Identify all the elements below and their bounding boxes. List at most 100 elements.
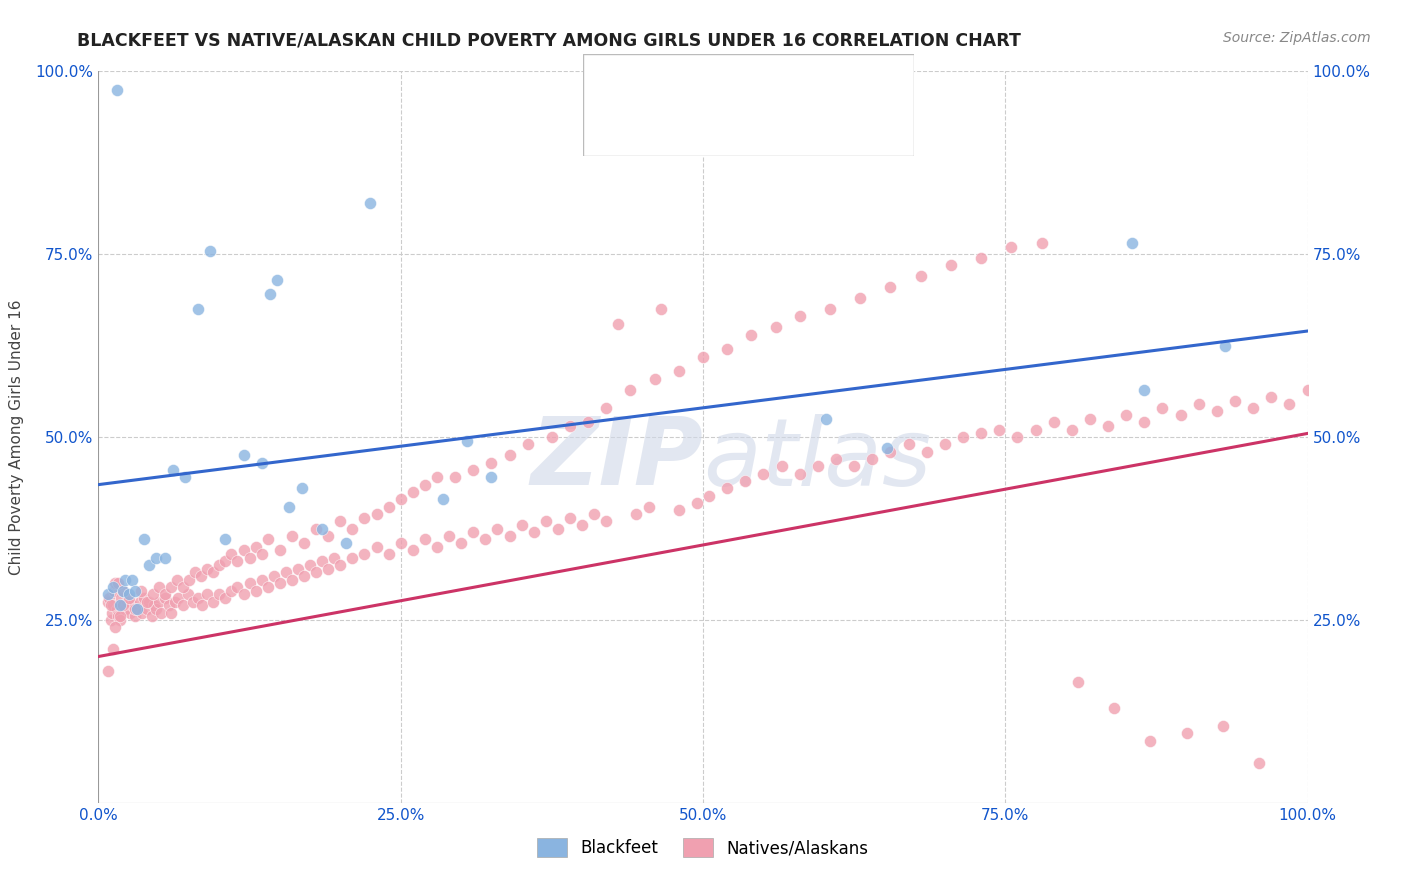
Point [366,507,388,521]
Point [174,470,197,484]
Point [1115,408,1137,422]
Point [1060,423,1083,437]
Point [1078,412,1101,426]
Point [108,609,131,624]
Point [316,529,339,543]
Point [360,196,382,211]
Point [844,459,866,474]
Point [111,583,134,598]
Point [110,591,132,605]
Point [250,547,273,561]
Point [1249,756,1271,770]
Point [692,350,714,364]
Point [353,547,375,561]
Point [281,529,304,543]
Point [939,258,962,272]
Point [101,642,124,657]
Point [101,580,124,594]
Point [583,507,606,521]
Point [619,383,641,397]
Point [668,364,690,378]
Point [269,543,291,558]
Point [558,419,581,434]
Point [934,437,956,451]
Point [1215,338,1237,352]
Point [145,602,167,616]
Point [335,536,357,550]
Text: BLACKFEET VS NATIVE/ALASKAN CHILD POVERTY AMONG GIRLS UNDER 16 CORRELATION CHART: BLACKFEET VS NATIVE/ALASKAN CHILD POVERT… [77,31,1021,49]
Point [1241,401,1264,415]
Point [897,437,920,451]
Point [1170,408,1192,422]
Point [104,576,127,591]
Point [274,566,297,580]
Point [740,327,762,342]
Point [329,514,352,528]
Point [815,412,838,426]
Point [952,430,974,444]
Point [245,583,267,598]
Point [100,613,122,627]
Point [716,481,738,495]
Point [789,310,811,324]
Point [190,569,212,583]
Text: ZIP: ZIP [530,413,703,505]
Text: 198: 198 [815,123,848,138]
Point [121,599,143,613]
Point [214,591,236,605]
Point [498,448,520,462]
Point [686,496,709,510]
Point [191,599,214,613]
Point [595,514,617,528]
Point [1007,430,1029,444]
Point [1133,383,1156,397]
Point [849,291,872,305]
Point [195,562,218,576]
Point [305,521,328,535]
Point [770,459,793,474]
Point [988,423,1011,437]
Point [181,594,204,608]
Point [1212,719,1234,733]
Point [208,558,231,573]
Point [534,514,557,528]
Point [226,580,249,594]
Point [323,550,346,565]
Point [97,587,120,601]
Legend: Blackfeet, Natives/Alaskans: Blackfeet, Natives/Alaskans [530,831,876,864]
Point [402,485,425,500]
Point [607,317,630,331]
Point [239,550,262,565]
Point [292,536,315,550]
Point [1031,236,1053,251]
Point [160,606,183,620]
Point [208,587,231,601]
Point [547,521,569,535]
Text: R =: R = [640,123,675,138]
Point [1188,397,1211,411]
Point [970,426,993,441]
Point [100,606,122,620]
Point [486,521,509,535]
Point [292,569,315,583]
Point [825,452,848,467]
Point [571,517,593,532]
Point [232,587,254,601]
Point [202,594,225,608]
Point [127,602,149,616]
Point [145,550,167,565]
Point [576,416,599,430]
Text: 36: 36 [815,71,837,87]
Point [1121,236,1143,251]
Point [150,606,173,620]
Point [915,444,938,458]
Point [377,500,399,514]
Bar [596,62,630,95]
Point [413,533,436,547]
Point [281,573,304,587]
Point [232,543,254,558]
Point [153,591,176,605]
Point [118,606,141,620]
Point [108,599,131,613]
Point [426,470,449,484]
